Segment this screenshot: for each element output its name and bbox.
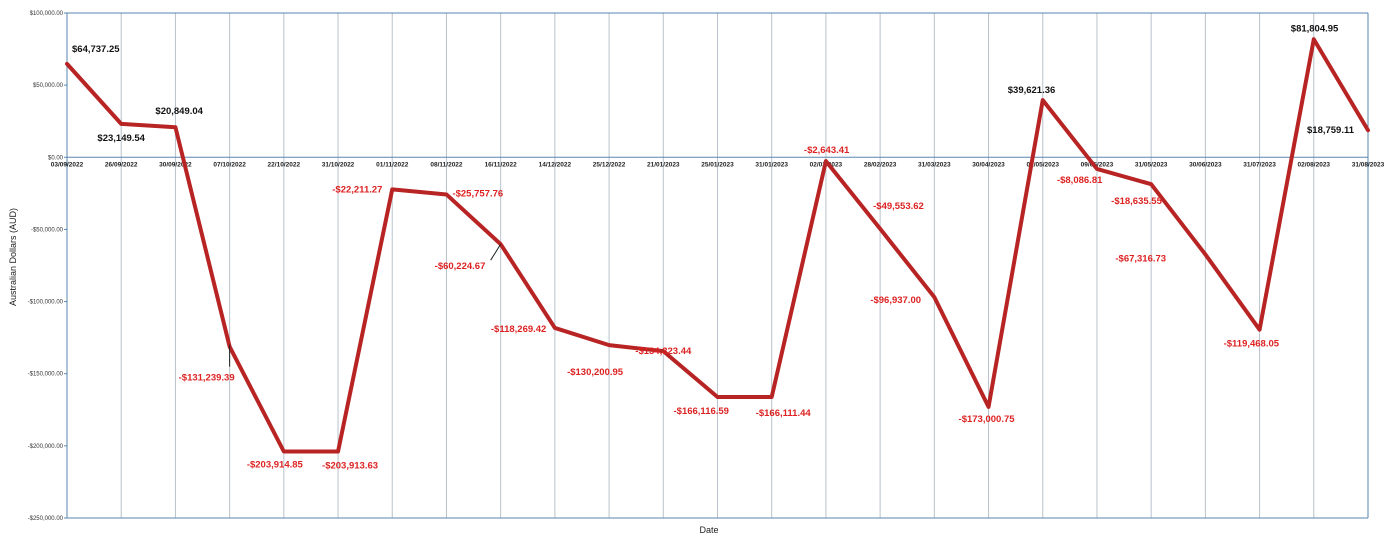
data-label: -$67,316.73	[1115, 253, 1166, 264]
x-tick-label: 08/11/2022	[430, 161, 463, 168]
grid-layer	[66, 13, 1369, 518]
x-tick-label: 21/01/2023	[647, 161, 680, 168]
x-tick-label: 30/06/2023	[1189, 161, 1222, 168]
data-label: -$2,643.41	[804, 145, 850, 156]
y-tick-labels: $100,000.00 $50,000.00 $0.00 -$50,000.00 -$1…	[28, 11, 67, 522]
data-label: -$118,269.42	[491, 324, 546, 335]
series-line-layer	[65, 37, 1370, 454]
data-label: $64,737.25	[72, 44, 120, 55]
data-labels: $64,737.25 $23,149.54 $20,849.04 -$131,239.…	[72, 23, 1355, 471]
data-label: -$96,937.00	[870, 295, 921, 306]
data-label: -$166,116.59	[674, 406, 729, 417]
leader-line	[490, 243, 502, 261]
x-tick-label: 03/09/2022	[51, 161, 84, 168]
data-label: $23,149.54	[97, 133, 145, 144]
x-tick-label: 31/05/2023	[1135, 161, 1168, 168]
x-tick-label: 26/09/2022	[105, 161, 138, 168]
x-tick-label: 25/12/2022	[593, 161, 626, 168]
x-tick-label: 28/02/2023	[864, 161, 897, 168]
data-label: -$119,468.05	[1224, 339, 1280, 350]
x-tick-label: 31/10/2022	[322, 161, 355, 168]
data-label: -$134,323.44	[635, 346, 692, 357]
x-tick-label: 22/10/2022	[268, 161, 301, 168]
x-tick-label: 25/01/2023	[701, 161, 734, 168]
y-tick-label: $100,000.00	[30, 11, 64, 17]
y-tick-label: -$250,000.00	[28, 516, 64, 522]
x-tick-label: 09/05/2023	[1081, 161, 1114, 168]
x-tick-label: 01/05/2023	[1026, 161, 1059, 168]
series-line	[65, 37, 1370, 454]
data-label: $81,804.95	[1291, 23, 1339, 34]
data-label: -$203,914.85	[247, 460, 304, 471]
x-tick-label: 30/04/2023	[972, 161, 1005, 168]
data-label: -$131,239.39	[179, 373, 235, 384]
x-tick-label: 01/11/2022	[376, 161, 409, 168]
axis-layer	[66, 12, 1369, 519]
y-tick-label: -$150,000.00	[28, 372, 64, 378]
data-label: -$25,757.76	[452, 188, 503, 199]
x-tick-label: 16/11/2022	[485, 161, 518, 168]
data-label: -$60,224.67	[435, 261, 486, 272]
data-label: -$130,200.95	[567, 367, 624, 378]
x-tick-label: 31/08/2023	[1352, 161, 1385, 168]
data-label: $39,621.36	[1008, 85, 1056, 96]
data-label: -$203,913.63	[322, 461, 378, 472]
x-tick-label: 30/09/2022	[159, 161, 192, 168]
x-tick-label: 31/01/2023	[755, 161, 788, 168]
x-tick-labels: 03/09/2022 26/09/2022 30/09/2022 07/10/2022…	[51, 161, 1385, 168]
y-tick-label: -$200,000.00	[28, 444, 64, 450]
data-label: $18,759.11	[1307, 125, 1355, 136]
data-label: -$49,553.62	[873, 201, 924, 212]
x-tick-label: 31/07/2023	[1243, 161, 1276, 168]
x-tick-label: 02/08/2023	[1298, 161, 1331, 168]
leader-lines	[229, 243, 502, 367]
data-label: -$8,086.81	[1057, 175, 1103, 186]
x-tick-label: 07/10/2022	[213, 161, 246, 168]
y-tick-label: $0.00	[48, 155, 64, 161]
y-tick-label: $50,000.00	[33, 83, 64, 89]
data-label: $20,849.04	[155, 106, 203, 117]
y-axis-label: Australian Dollars (AUD)	[8, 208, 18, 306]
data-label: -$18,635.55	[1111, 196, 1162, 207]
data-label: -$22,211.27	[332, 184, 382, 195]
data-label: -$166,111.44	[756, 408, 812, 419]
x-tick-label: 14/12/2022	[539, 161, 572, 168]
x-tick-label: 31/03/2023	[918, 161, 951, 168]
y-tick-label: -$50,000.00	[31, 227, 64, 233]
x-axis-label: Date	[699, 525, 718, 535]
data-label: -$173,000.75	[959, 414, 1016, 425]
y-tick-label: -$100,000.00	[28, 300, 64, 306]
